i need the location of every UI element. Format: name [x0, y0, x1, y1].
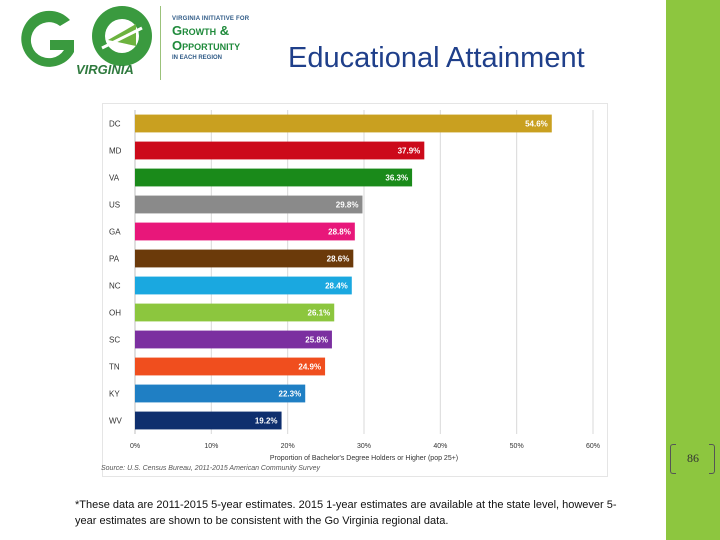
x-tick-label: 50%: [510, 443, 524, 450]
value-label-md: 37.9%: [398, 147, 421, 156]
value-label-sc: 25.8%: [305, 336, 328, 345]
value-label-dc: 54.6%: [525, 120, 548, 129]
bar-sc: [135, 330, 332, 349]
value-label-va: 36.3%: [385, 174, 408, 183]
x-tick-label: 40%: [433, 443, 447, 450]
category-label-wv: WV: [109, 417, 123, 426]
x-tick-label: 0%: [130, 443, 140, 450]
page-bracket-left: [670, 444, 676, 474]
chart-canvas: 0% 10% 20% 30% 40% 50% 60% DC 54.6% MD 37.9% VA 36.3…: [109, 110, 600, 462]
value-label-tn: 24.9%: [298, 363, 321, 372]
logo-virginia-text: VIRGINIA: [76, 62, 134, 77]
category-label-ga: GA: [109, 228, 121, 237]
value-label-nc: 28.4%: [325, 282, 348, 291]
right-accent-band: [666, 0, 720, 540]
bar-oh: [135, 303, 335, 322]
category-label-va: VA: [109, 174, 120, 183]
x-tick-label: 30%: [357, 443, 371, 450]
value-label-pa: 28.6%: [327, 255, 350, 264]
category-label-md: MD: [109, 147, 122, 156]
bar-tn: [135, 357, 326, 376]
category-label-oh: OH: [109, 309, 121, 318]
x-axis-label: Proportion of Bachelor's Degree Holders …: [270, 455, 458, 462]
go-virginia-logo: VIRGINIA VIRGINIA INITIATIVE FOR Growth …: [0, 0, 270, 90]
x-tick-label: 60%: [586, 443, 600, 450]
bar-md: [135, 141, 425, 160]
logo-tagline-growth: Growth &: [172, 23, 230, 38]
logo-tagline-bottom: IN EACH REGION: [172, 55, 223, 61]
value-label-ky: 22.3%: [279, 390, 302, 399]
bar-pa: [135, 249, 354, 268]
logo-tagline-opportunity: Opportunity: [172, 38, 241, 53]
logo-tagline-top: VIRGINIA INITIATIVE FOR: [172, 16, 250, 22]
category-label-tn: TN: [109, 363, 120, 372]
logo-divider: [160, 6, 161, 80]
bar-chart: 0% 10% 20% 30% 40% 50% 60% DC 54.6% MD 37.9% VA 36.3…: [102, 103, 608, 477]
category-label-sc: SC: [109, 336, 120, 345]
value-label-ga: 28.8%: [328, 228, 351, 237]
category-label-pa: PA: [109, 255, 120, 264]
category-label-nc: NC: [109, 282, 121, 291]
value-label-us: 29.8%: [336, 201, 359, 210]
bar-nc: [135, 276, 352, 295]
page-bracket-right: [709, 444, 715, 474]
bar-ky: [135, 384, 306, 403]
bar-va: [135, 168, 413, 187]
x-tick-label: 10%: [204, 443, 218, 450]
go-logo-mark: [21, 6, 152, 67]
bar-us: [135, 195, 363, 214]
x-tick-label: 20%: [281, 443, 295, 450]
category-label-ky: KY: [109, 390, 120, 399]
footnote: *These data are 2011-2015 5-year estimat…: [75, 499, 617, 527]
bar-ga: [135, 222, 355, 241]
chart-source: Source: U.S. Census Bureau, 2011-2015 Am…: [101, 465, 321, 472]
category-label-dc: DC: [109, 120, 121, 129]
slide-title: Educational Attainment: [288, 42, 585, 74]
value-label-wv: 19.2%: [255, 417, 278, 426]
value-label-oh: 26.1%: [308, 309, 331, 318]
page-number: 86: [687, 451, 699, 465]
category-label-us: US: [109, 201, 120, 210]
bar-dc: [135, 114, 552, 133]
bar-wv: [135, 411, 282, 430]
